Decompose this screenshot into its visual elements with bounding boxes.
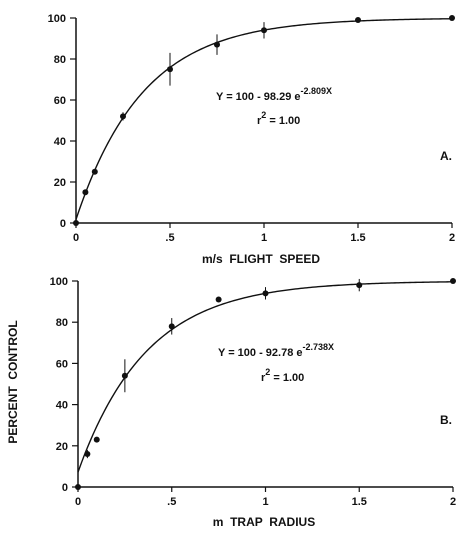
panel-a-x-tick-label: 0 xyxy=(73,232,79,244)
panel-a-r-squared: r2 = 1.00 xyxy=(257,110,300,127)
panel-b-x-tick-label: 1 xyxy=(262,496,268,508)
panel-b-axes: 0 20 40 60 80 100 0 .5 1 1.5 2 xyxy=(50,276,456,508)
panel-a-data-point xyxy=(355,17,361,24)
panel-a-y-tick-label: 40 xyxy=(54,136,66,148)
panel-a-data-point xyxy=(167,66,173,73)
panel-b-x-tick-label: 2 xyxy=(450,496,456,508)
panel-a-y-tick-label: 80 xyxy=(54,54,66,66)
panel-b-data-point xyxy=(215,296,222,303)
panel-b-data-point xyxy=(450,278,456,284)
panel-b-data-point xyxy=(93,436,100,443)
panel-b-r-value: = 1.00 xyxy=(270,372,304,384)
panel-b-data-point xyxy=(84,451,91,458)
panel-a-data-point xyxy=(73,220,79,226)
panel-b-y-tick-label: 0 xyxy=(62,482,68,494)
panel-b-r-exponent: 2 xyxy=(265,367,270,377)
panel-a-data-point xyxy=(214,41,220,48)
panel-a-flight-speed: 0 20 40 60 80 100 0 .5 1 1.5 2 m/s FLIGHT SPEED Y … xyxy=(48,13,455,266)
panel-b-trap-radius: 0 20 40 60 80 100 0 .5 1 1.5 2 m TRAP RADIUS PERCE… xyxy=(6,276,456,529)
panel-b-data-point xyxy=(356,282,363,289)
panel-b-y-axis-label: PERCENT CONTROL xyxy=(6,320,20,443)
panel-a-y-tick-label: 20 xyxy=(54,177,66,189)
panel-a-equation: Y = 100 - 98.29 e-2.809X xyxy=(216,86,332,103)
panel-a-x-tick-label: .5 xyxy=(165,232,174,244)
panel-b-x-tick-label: 1.5 xyxy=(352,496,367,508)
panel-a-data-point xyxy=(261,27,267,34)
panel-b-x-tick-label: 0 xyxy=(75,496,81,508)
panel-b-equation-main: Y = 100 - 92.78 e xyxy=(218,347,303,359)
panel-b-equation-exponent: -2.738X xyxy=(303,342,335,352)
panel-a-r-symbol: r xyxy=(257,115,262,127)
panel-b-y-tick-label: 60 xyxy=(56,358,68,370)
panel-a-x-tick-label: 1.5 xyxy=(350,232,365,244)
panel-b-r-squared: r2 = 1.00 xyxy=(261,367,304,384)
panel-a-x-tick-label: 1 xyxy=(261,232,267,244)
panel-a-equation-main: Y = 100 - 98.29 e xyxy=(216,91,301,103)
panel-a-label: A. xyxy=(440,149,452,163)
panel-b-data-point xyxy=(121,372,128,379)
panel-b-data-point xyxy=(168,323,175,330)
panel-b-y-tick-label: 80 xyxy=(56,317,68,329)
panel-b-y-tick-label: 100 xyxy=(50,276,68,288)
panel-a-data-point xyxy=(120,113,126,120)
panel-a-data-points xyxy=(73,15,455,226)
panel-b-equation: Y = 100 - 92.78 e-2.738X xyxy=(218,342,334,359)
panel-a-equation-exponent: -2.809X xyxy=(301,86,333,96)
panel-b-x-tick-label: .5 xyxy=(167,496,176,508)
panel-a-data-point xyxy=(449,15,455,21)
panel-b-y-tick-label: 40 xyxy=(56,400,68,412)
panel-b-y-tick-label: 20 xyxy=(56,441,68,453)
panel-b-data-point xyxy=(75,484,81,490)
panel-a-y-tick-label: 0 xyxy=(60,218,66,230)
panel-a-data-point xyxy=(91,168,98,175)
panel-a-y-tick-label: 60 xyxy=(54,95,66,107)
panel-a-r-exponent: 2 xyxy=(261,110,266,120)
panel-b-x-axis-label: m TRAP RADIUS xyxy=(213,515,315,529)
panel-a-y-tick-label: 100 xyxy=(48,13,66,25)
panel-a-x-tick-label: 2 xyxy=(449,232,455,244)
panel-a-x-axis-label: m/s FLIGHT SPEED xyxy=(202,252,320,266)
panel-a-data-point xyxy=(82,189,89,196)
panel-b-data-points xyxy=(75,278,456,490)
panel-a-r-value: = 1.00 xyxy=(266,115,300,127)
panel-b-data-point xyxy=(262,290,269,297)
panel-a-axes: 0 20 40 60 80 100 0 .5 1 1.5 2 xyxy=(48,13,455,244)
panel-b-label: B. xyxy=(440,413,452,427)
panel-b-r-symbol: r xyxy=(261,372,266,384)
